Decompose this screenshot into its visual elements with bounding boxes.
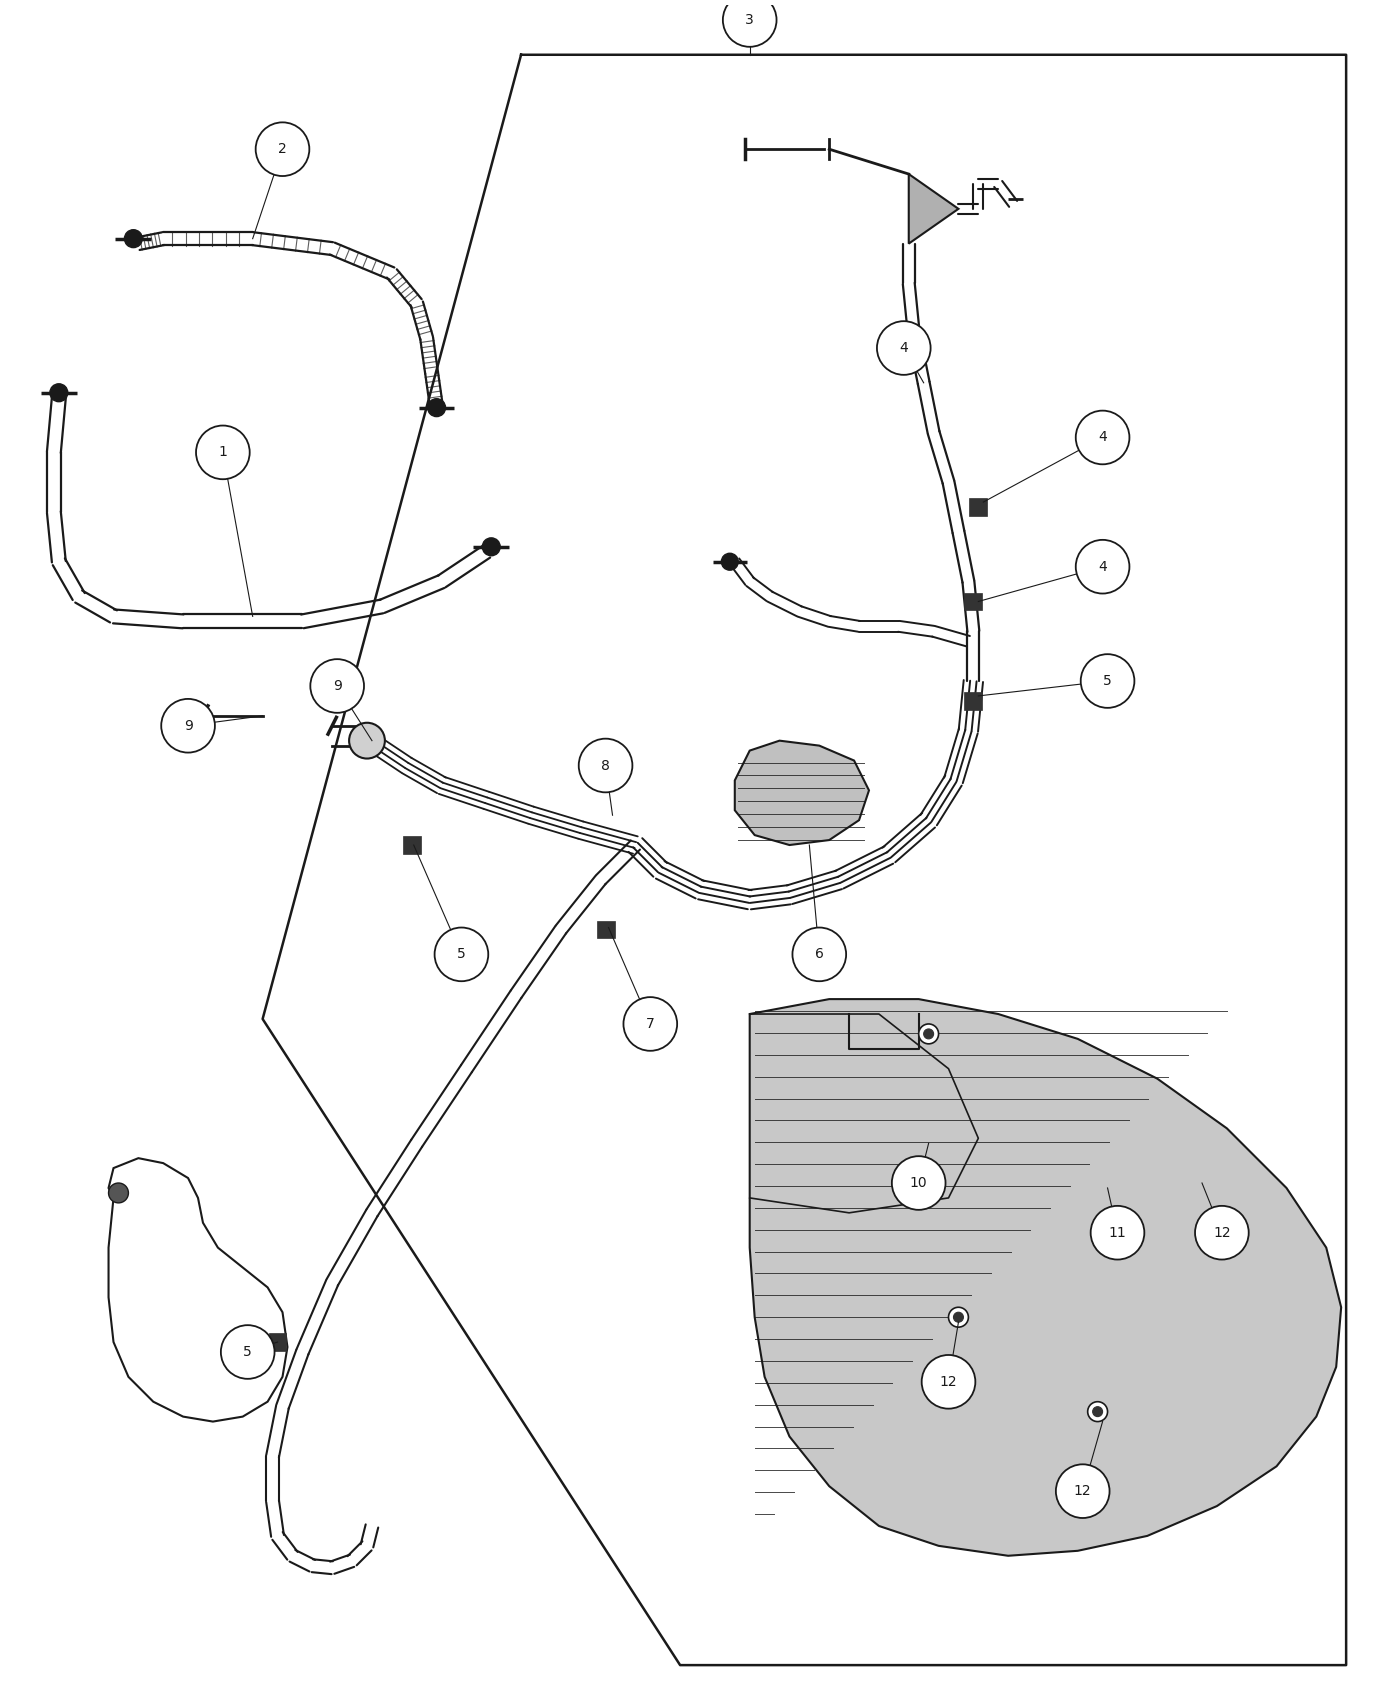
Circle shape [949,1307,969,1328]
Polygon shape [750,1000,1341,1556]
Circle shape [434,928,489,981]
Circle shape [1075,411,1130,464]
Text: 4: 4 [1098,430,1107,444]
Circle shape [1088,1402,1107,1421]
Circle shape [161,699,216,753]
Bar [403,836,420,853]
Text: 6: 6 [815,947,823,962]
Circle shape [1081,654,1134,707]
Text: 7: 7 [645,1017,655,1030]
Circle shape [1092,1406,1103,1416]
Circle shape [722,0,777,48]
Circle shape [1075,541,1130,593]
Circle shape [623,998,678,1051]
Circle shape [1196,1205,1249,1260]
Text: 9: 9 [183,719,193,733]
Text: 2: 2 [279,143,287,156]
Circle shape [125,230,143,248]
Text: 4: 4 [899,342,909,355]
Bar [969,498,987,517]
Text: 5: 5 [1103,673,1112,689]
Circle shape [221,1326,274,1379]
Circle shape [953,1312,963,1323]
Circle shape [1056,1464,1110,1518]
Circle shape [50,384,67,401]
Text: 5: 5 [244,1345,252,1358]
Text: 12: 12 [1212,1226,1231,1239]
Circle shape [349,722,385,758]
Text: 11: 11 [1109,1226,1127,1239]
Circle shape [483,537,500,556]
Circle shape [721,552,738,570]
Polygon shape [735,741,869,845]
Text: 12: 12 [939,1375,958,1389]
Text: 5: 5 [456,947,466,962]
Circle shape [921,1355,976,1409]
Polygon shape [909,173,959,243]
Circle shape [924,1028,934,1039]
Circle shape [256,122,309,177]
Circle shape [427,400,445,416]
Text: 9: 9 [333,678,342,694]
Circle shape [876,321,931,374]
Text: 8: 8 [601,758,610,772]
Circle shape [578,740,633,792]
Text: 4: 4 [1098,559,1107,573]
Circle shape [311,660,364,712]
Text: 3: 3 [745,14,755,27]
Circle shape [918,1023,938,1044]
Bar [596,921,615,938]
Text: 10: 10 [910,1176,928,1190]
Bar [269,1333,287,1352]
Bar [965,593,983,610]
Circle shape [892,1156,945,1210]
Text: 12: 12 [1074,1484,1092,1498]
Circle shape [109,1183,129,1204]
Text: 1: 1 [218,445,227,459]
Circle shape [1091,1205,1144,1260]
Bar [965,692,983,711]
Circle shape [196,425,249,479]
Circle shape [792,928,846,981]
